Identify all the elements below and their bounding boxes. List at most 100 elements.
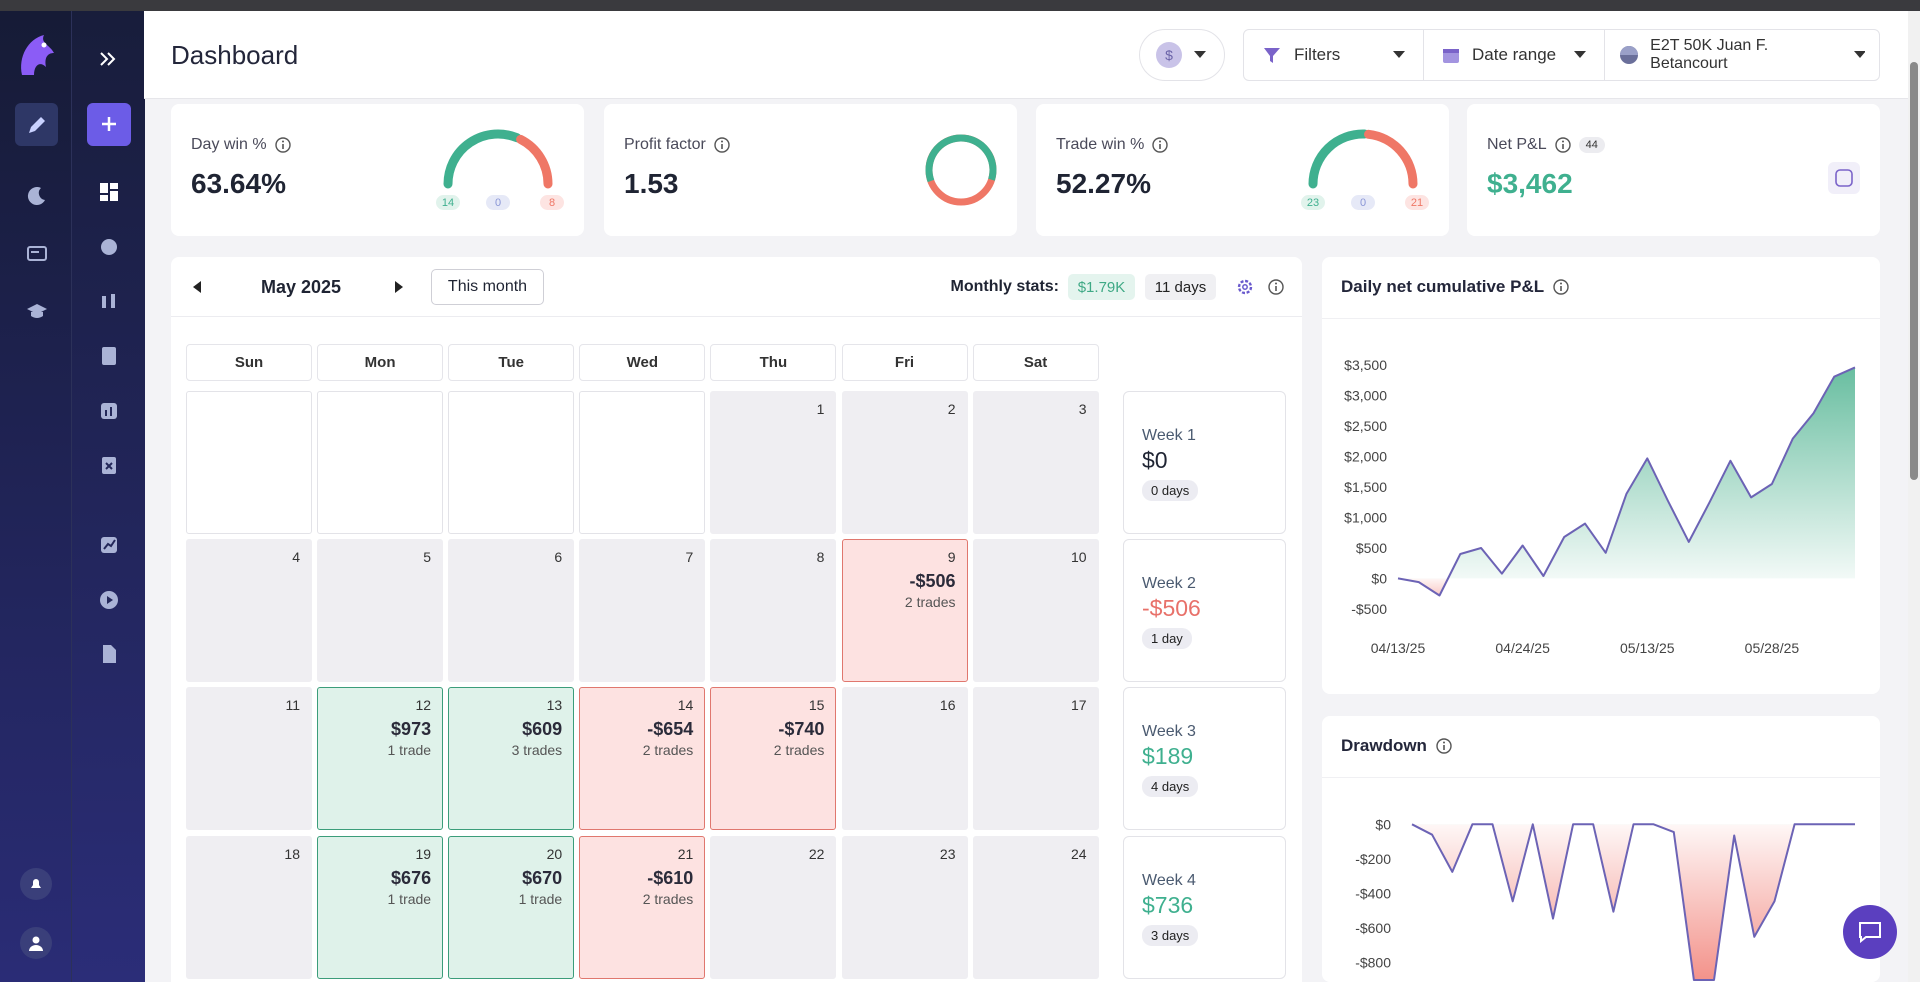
day-cell[interactable]: 18 (186, 836, 312, 979)
accounts-icon[interactable] (25, 241, 49, 265)
account-avatar (1620, 46, 1638, 64)
chat-button[interactable] (1843, 905, 1897, 959)
arrow (193, 281, 201, 293)
stat-label-row: Profit factor (624, 136, 731, 154)
stat-label: Day win % (191, 136, 267, 153)
day-cell[interactable]: 9 -$506 2 trades (841, 539, 968, 682)
day-cell[interactable]: 1 (710, 391, 837, 534)
analytics-icon[interactable] (98, 534, 120, 556)
day-cell[interactable]: 14 -$654 2 trades (579, 687, 706, 830)
day-cell[interactable]: 11 (186, 687, 312, 830)
filters-select[interactable]: Filters (1243, 29, 1424, 81)
dashboard-icon[interactable] (98, 181, 120, 203)
checklist-icon[interactable] (98, 454, 120, 476)
filter-icon (1264, 48, 1280, 63)
notebook-icon[interactable] (98, 345, 120, 367)
moon-icon[interactable] (25, 184, 49, 208)
day-cell[interactable]: 16 (841, 687, 968, 830)
caret (1194, 51, 1206, 58)
day-date: 17 (1071, 697, 1087, 713)
caret (1574, 51, 1586, 58)
scrollbar-thumb[interactable] (1910, 62, 1918, 480)
gauge-count: 0 (495, 197, 501, 209)
day-cell[interactable]: 15 -$740 2 trades (710, 687, 837, 830)
day-trades: 1 trade (387, 742, 432, 758)
info-icon (1554, 137, 1571, 153)
arrow (395, 281, 403, 293)
day-trades: 2 trades (773, 742, 825, 758)
account-select[interactable]: E2T 50K Juan F. Betancourt (1604, 29, 1880, 81)
day-cell[interactable]: 24 (972, 836, 1099, 979)
day-trades: 1 trade (387, 891, 432, 907)
monthly-days-pill: 11 days (1145, 274, 1216, 300)
gauge-badge (1351, 195, 1375, 210)
day-pnl: -$654 (647, 719, 694, 739)
user-icon (29, 936, 43, 951)
day-cell[interactable]: 3 (972, 391, 1099, 534)
journal-icon[interactable] (25, 113, 49, 137)
day-cell[interactable]: 22 (710, 836, 837, 979)
info-icon (1152, 137, 1169, 153)
day-cell[interactable]: 20 $670 1 trade (448, 836, 575, 979)
day-cell (317, 391, 444, 534)
prev-month-button[interactable] (191, 280, 203, 294)
day-cell[interactable]: 4 (186, 539, 312, 682)
day-cell[interactable]: 19 $676 1 trade (317, 836, 444, 979)
weekday-header: Fri (841, 344, 968, 381)
info-icon (1268, 279, 1284, 295)
day-date: 8 (816, 549, 825, 565)
info-dot (281, 140, 284, 143)
day-cell[interactable]: 8 (710, 539, 837, 682)
day-date: 20 (546, 846, 563, 862)
next-month-button[interactable] (393, 280, 405, 294)
week-label: Week 2 (1142, 575, 1196, 592)
date-range-label: Date range (1472, 45, 1557, 64)
day-cell[interactable]: 12 $973 1 trade (317, 687, 444, 830)
day-cell[interactable]: 21 -$610 2 trades (579, 836, 706, 979)
week-pnl: $0 (1142, 447, 1168, 473)
divider (171, 316, 1302, 317)
calendar-icon (1443, 49, 1459, 63)
day-cell[interactable]: 23 (841, 836, 968, 979)
day-cell[interactable]: 6 (448, 539, 575, 682)
week-card: Week 1 $0 0 days (1123, 391, 1286, 534)
day-date: 10 (1071, 549, 1087, 565)
stat-card: Profit factor 1.53 (604, 104, 1017, 236)
expand-icon[interactable] (96, 47, 120, 71)
stat-graphic (925, 134, 997, 206)
week-label: Week 4 (1142, 872, 1196, 889)
day-cell[interactable]: 2 (841, 391, 968, 534)
day-pnl: $676 (391, 868, 432, 888)
day-trades: 3 trades (511, 742, 563, 758)
stat-card: Net P&L 44 $3,462 (1467, 104, 1880, 236)
day-cell[interactable]: 7 (579, 539, 706, 682)
secondary-sidebar (71, 11, 145, 982)
reports-icon[interactable] (98, 400, 120, 422)
replay-icon[interactable] (98, 589, 120, 611)
info-icon (1553, 279, 1569, 295)
this-month-button[interactable]: This month (431, 269, 544, 305)
info-ring (1554, 137, 1571, 153)
day-date: 19 (415, 846, 432, 862)
date-range-select[interactable]: Date range (1423, 29, 1605, 81)
divider (1322, 318, 1880, 319)
week-pnl: $736 (1142, 892, 1194, 918)
day-cell[interactable]: 5 (317, 539, 444, 682)
currency-select[interactable]: $ (1139, 29, 1225, 81)
bell-icon (31, 879, 41, 888)
day-cell[interactable]: 17 (972, 687, 1099, 830)
files-icon[interactable] (98, 643, 120, 665)
day-cell[interactable]: 10 (972, 539, 1099, 682)
info-dot (720, 140, 723, 143)
week-label: Week 1 (1142, 427, 1196, 444)
weekday-header: Tue (448, 344, 575, 381)
stat-label-row: Net P&L 44 (1487, 136, 1605, 154)
insights-icon[interactable] (98, 236, 120, 258)
info-icon (1436, 738, 1452, 754)
trades-icon[interactable] (98, 291, 120, 313)
academy-icon[interactable] (25, 299, 49, 323)
info-dot (1442, 741, 1445, 744)
day-date: 5 (423, 549, 432, 565)
day-pnl: $670 (522, 868, 563, 888)
day-cell[interactable]: 13 $609 3 trades (448, 687, 575, 830)
